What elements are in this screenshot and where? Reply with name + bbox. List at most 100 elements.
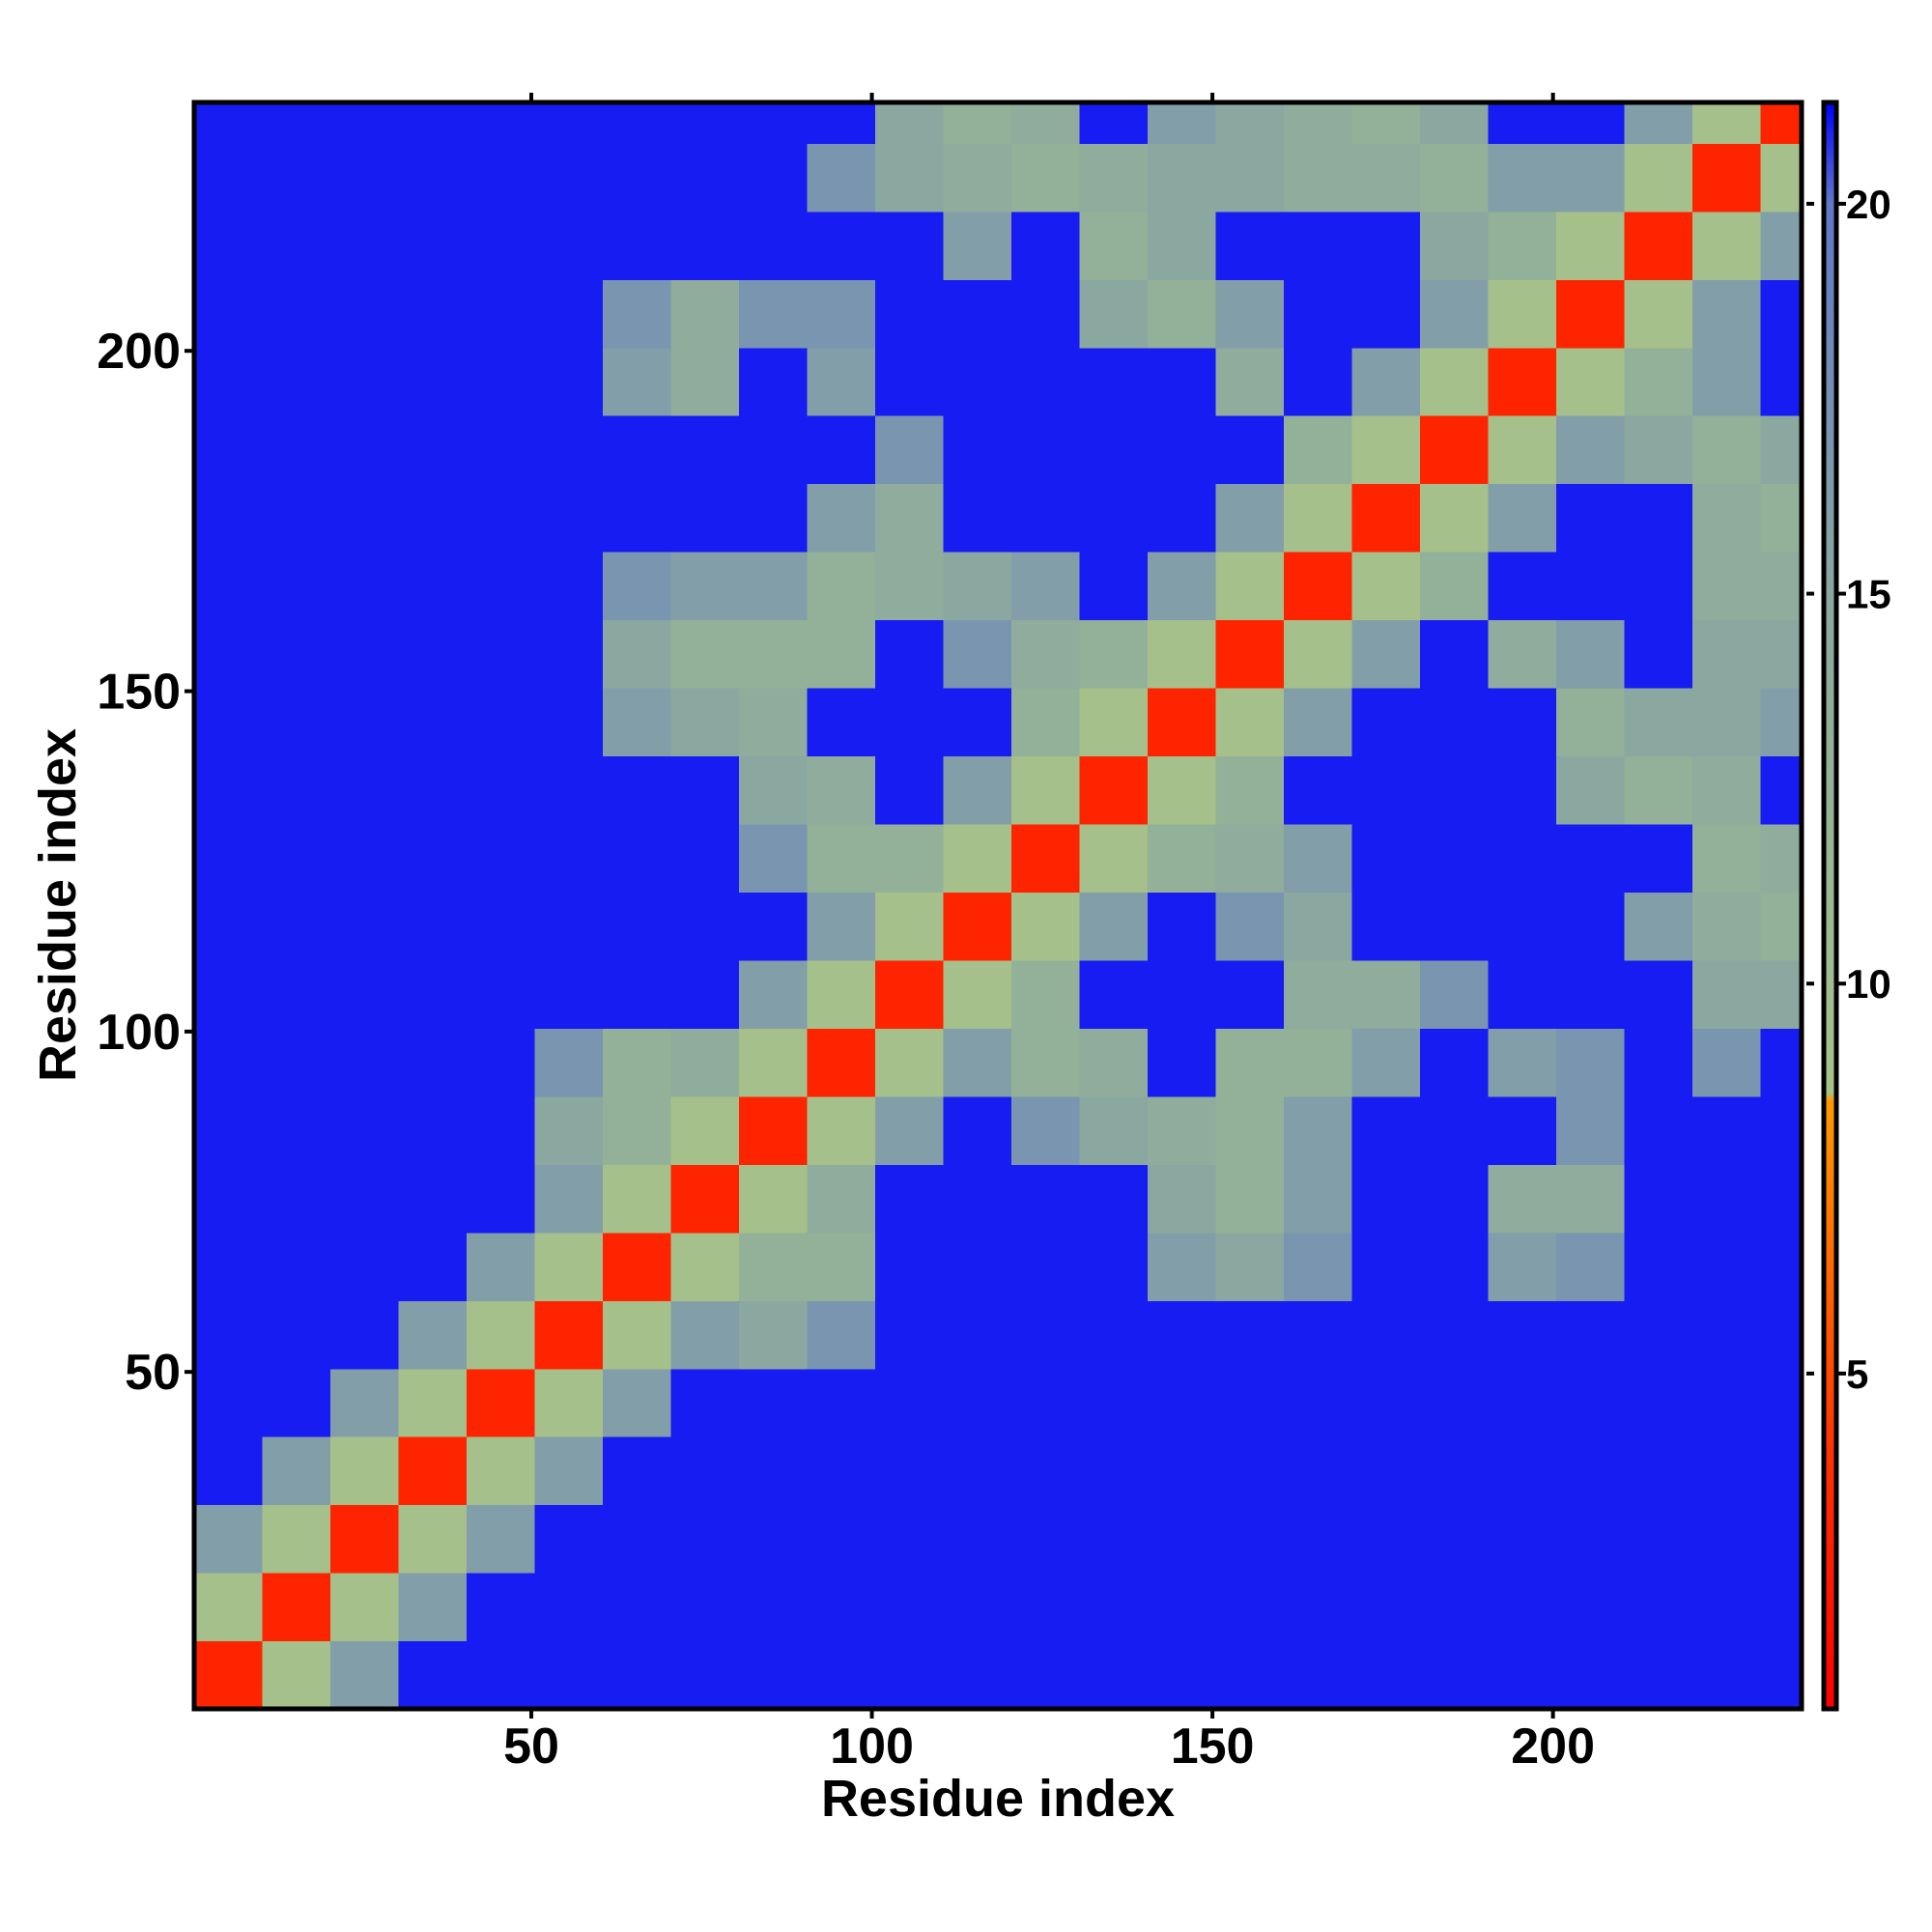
heatmap-cell: [1215, 143, 1285, 213]
heatmap-cell: [1148, 959, 1217, 1029]
heatmap-cell: [603, 892, 672, 961]
heatmap-cell: [194, 823, 264, 894]
heatmap-cell: [1351, 688, 1421, 757]
heatmap-cell: [1556, 755, 1626, 825]
heatmap-cell: [1079, 279, 1149, 349]
heatmap-cell: [1215, 1573, 1285, 1642]
heatmap-cell: [943, 823, 1012, 894]
heatmap-cell: [1148, 1504, 1217, 1574]
heatmap-cell: [1488, 415, 1557, 485]
heatmap-cell: [330, 347, 400, 416]
heatmap-cell: [1284, 1368, 1353, 1437]
colorbar-tick-label: 20: [1846, 182, 1891, 227]
heatmap-cell: [194, 347, 264, 416]
heatmap-cell: [1011, 483, 1081, 553]
heatmap-cell: [534, 619, 604, 689]
heatmap-cell: [1760, 1300, 1803, 1370]
heatmap-cell: [739, 1300, 809, 1370]
heatmap-cell: [1351, 415, 1421, 485]
heatmap-cell: [1624, 415, 1693, 485]
heatmap-cell: [467, 1028, 536, 1097]
heatmap-cell: [1215, 1300, 1285, 1370]
heatmap-cell: [398, 959, 468, 1029]
heatmap-cell: [1284, 552, 1353, 621]
heatmap-cell: [1420, 143, 1490, 213]
heatmap-cell: [1760, 1640, 1803, 1710]
heatmap-cell: [1624, 1232, 1693, 1301]
y-tick-label: 100: [97, 1005, 181, 1061]
heatmap-cell: [603, 347, 672, 416]
heatmap-cell: [739, 1368, 809, 1437]
heatmap-cell: [1351, 823, 1421, 894]
heatmap-cell: [1692, 552, 1762, 621]
heatmap-cell: [262, 279, 331, 349]
heatmap-cell: [1488, 619, 1557, 689]
heatmap-cell: [1624, 483, 1693, 553]
heatmap-cell: [1488, 1232, 1557, 1301]
heatmap-cell: [1284, 1028, 1353, 1097]
heatmap-cell: [1760, 1504, 1803, 1574]
heatmap-cell: [1624, 279, 1693, 349]
heatmap-cell: [1011, 755, 1081, 825]
heatmap-cell: [398, 552, 468, 621]
heatmap-cell: [467, 102, 536, 144]
heatmap-cell: [807, 1232, 876, 1301]
heatmap-cell: [1420, 552, 1490, 621]
heatmap-cell: [807, 619, 876, 689]
x-tick-label: 200: [1511, 1719, 1595, 1775]
heatmap-cell: [875, 102, 945, 144]
heatmap-cell: [1624, 755, 1693, 825]
heatmap-cell: [1215, 1232, 1285, 1301]
heatmap-cell: [943, 1640, 1012, 1710]
heatmap-cell: [1760, 959, 1803, 1029]
heatmap-cell: [330, 1504, 400, 1574]
heatmap-cell: [534, 1573, 604, 1642]
heatmap-cell: [1488, 347, 1557, 416]
heatmap-cell: [467, 823, 536, 894]
heatmap-cell: [330, 1028, 400, 1097]
heatmap-cell: [875, 892, 945, 961]
heatmap-cell: [1692, 1640, 1762, 1710]
heatmap-cell: [739, 1095, 809, 1165]
heatmap-cell: [1420, 1436, 1490, 1506]
heatmap-cell: [739, 1232, 809, 1301]
heatmap-cell: [1556, 1232, 1626, 1301]
heatmap-cell: [1760, 347, 1803, 416]
heatmap-cell: [1284, 279, 1353, 349]
heatmap-cell: [739, 1164, 809, 1234]
heatmap-cell: [1488, 211, 1557, 280]
heatmap-cell: [1148, 619, 1217, 689]
heatmap-cell: [1351, 1436, 1421, 1506]
heatmap-cell: [1556, 1164, 1626, 1234]
heatmap-cell: [262, 415, 331, 485]
heatmap-cell: [739, 619, 809, 689]
heatmap-cell: [943, 1095, 1012, 1165]
heatmap-cell: [398, 279, 468, 349]
heatmap-cell: [194, 211, 264, 280]
heatmap-cell: [670, 1573, 740, 1642]
heatmap-cell: [534, 279, 604, 349]
heatmap-cell: [194, 959, 264, 1029]
heatmap-cell: [670, 823, 740, 894]
x-axis-title: Residue index: [821, 1770, 1175, 1828]
heatmap-cell: [1215, 959, 1285, 1029]
heatmap-cell: [1079, 483, 1149, 553]
heatmap-cell: [398, 102, 468, 144]
heatmap-cell: [603, 552, 672, 621]
heatmap-cell: [1692, 211, 1762, 280]
heatmap-cell: [1692, 823, 1762, 894]
heatmap-cell: [467, 552, 536, 621]
heatmap-cell: [398, 1504, 468, 1574]
heatmap-cell: [1148, 143, 1217, 213]
heatmap-cell: [534, 892, 604, 961]
heatmap-cell: [807, 1095, 876, 1165]
heatmap-cell: [262, 1368, 331, 1437]
heatmap-cell: [943, 688, 1012, 757]
heatmap-cell: [194, 1232, 264, 1301]
heatmap-cell: [1420, 1164, 1490, 1234]
heatmap-cell: [943, 755, 1012, 825]
heatmap-cell: [875, 1640, 945, 1710]
heatmap-cell: [330, 1436, 400, 1506]
heatmap-cell: [467, 1164, 536, 1234]
